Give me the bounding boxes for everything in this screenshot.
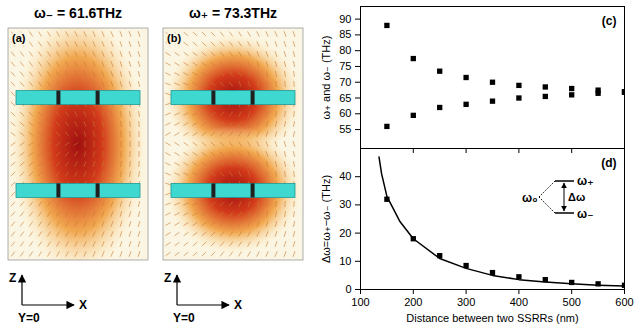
svg-text:0: 0 (345, 283, 351, 295)
svg-text:400: 400 (510, 296, 528, 308)
svg-text:80: 80 (339, 44, 351, 56)
svg-text:85: 85 (339, 28, 351, 40)
svg-text:ω₊: ω₊ (577, 174, 593, 188)
svg-text:ω₋: ω₋ (577, 207, 593, 221)
svg-text:ω₋ = 61.6THz: ω₋ = 61.6THz (34, 5, 122, 21)
svg-text:(c): (c) (602, 14, 617, 28)
svg-text:90: 90 (339, 13, 351, 25)
svg-text:Distance between two SSRRs (nm: Distance between two SSRRs (nm) (406, 312, 578, 324)
svg-text:55: 55 (339, 123, 351, 135)
svg-text:Δω=ω₊−ω₋ (THz): Δω=ω₊−ω₋ (THz) (320, 175, 332, 263)
svg-text:(a): (a) (12, 32, 26, 44)
svg-text:ω₊ and ω₋ (THz): ω₊ and ω₋ (THz) (320, 36, 332, 120)
svg-text:75: 75 (339, 60, 351, 72)
svg-text:(d): (d) (601, 156, 616, 170)
svg-text:ω₊ = 73.3THz: ω₊ = 73.3THz (189, 5, 277, 21)
svg-text:500: 500 (563, 296, 581, 308)
svg-text:10: 10 (339, 255, 351, 267)
svg-text:X: X (234, 298, 242, 312)
svg-text:100: 100 (351, 296, 369, 308)
svg-text:X: X (79, 298, 87, 312)
svg-text:Y=0: Y=0 (18, 311, 40, 325)
svg-text:70: 70 (339, 76, 351, 88)
svg-text:65: 65 (339, 92, 351, 104)
svg-text:40: 40 (339, 170, 351, 182)
svg-text:Z: Z (164, 271, 171, 285)
svg-text:30: 30 (339, 198, 351, 210)
svg-text:Z: Z (9, 271, 16, 285)
svg-text:ω₀: ω₀ (522, 191, 538, 205)
svg-text:200: 200 (404, 296, 422, 308)
svg-text:60: 60 (339, 107, 351, 119)
svg-text:(b): (b) (167, 32, 181, 44)
svg-text:20: 20 (339, 227, 351, 239)
svg-text:600: 600 (615, 296, 633, 308)
svg-text:300: 300 (457, 296, 475, 308)
svg-text:Δω: Δω (568, 191, 585, 203)
svg-text:Y=0: Y=0 (173, 311, 195, 325)
